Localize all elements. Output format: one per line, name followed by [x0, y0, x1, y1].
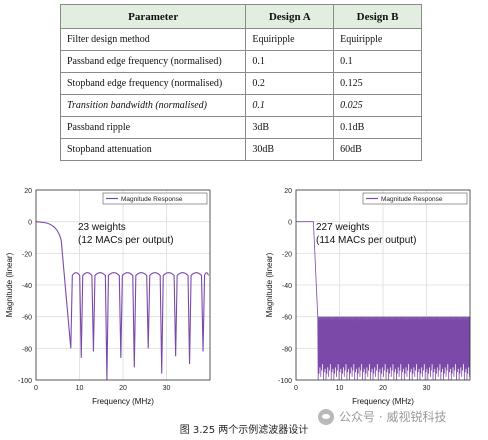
- param-cell: Passband ripple: [59, 116, 247, 139]
- plot-frame: [295, 189, 471, 381]
- y-tick-label: -80: [282, 346, 292, 353]
- annotation-weights: 23 weights: [78, 222, 126, 233]
- magnitude-response-line: [296, 221, 471, 381]
- legend-label: Magnitude Response: [381, 196, 443, 203]
- design-a-cell: 30dB: [245, 138, 335, 161]
- table-header-row: Parameter Design A Design B: [59, 4, 422, 29]
- param-cell: Filter design method: [59, 28, 247, 51]
- y-tick-label: 0: [288, 220, 292, 227]
- param-cell: Passband edge frequency (normalised): [59, 50, 247, 73]
- x-axis-label: Frequency (MHz): [352, 397, 414, 406]
- x-tick-label: 20: [119, 385, 127, 392]
- design-b-cell: 0.025: [333, 94, 422, 117]
- table-row: Transition bandwidth (normalised) 0.1 0.02…: [59, 94, 422, 117]
- y-tick-label: -80: [22, 346, 32, 353]
- x-axis-label: Frequency (MHz): [92, 397, 154, 406]
- magnitude-response-line: [35, 221, 209, 381]
- header-design-a: Design A: [245, 4, 335, 29]
- x-tick-label: 30: [423, 385, 431, 392]
- design-a-cell: 0.2: [245, 72, 335, 95]
- y-axis-label: Magnitude (linear): [5, 252, 14, 317]
- design-a-cell: 3dB: [245, 116, 335, 139]
- design-b-cell: 0.125: [333, 72, 422, 95]
- magnitude-plot-design-b: 20 0 -20 -40 -60 -80 -100 0 10 20 30 Magnitude Resp…: [260, 180, 482, 412]
- legend-label: Magnitude Response: [121, 196, 183, 203]
- header-parameter: Parameter: [59, 4, 247, 29]
- wechat-icon: [318, 408, 334, 425]
- y-tick-label: 0: [28, 220, 32, 227]
- y-tick-label: -40: [282, 283, 292, 290]
- design-a-cell: Equiripple: [245, 28, 335, 51]
- table-row: Passband ripple 3dB 0.1dB: [59, 116, 422, 139]
- y-tick-label: -100: [278, 378, 292, 385]
- table-row: Stopband edge frequency (normalised) 0.2 0…: [59, 72, 422, 95]
- y-tick-label: 20: [24, 188, 32, 195]
- x-tick-label: 30: [163, 385, 171, 392]
- x-tick-label: 20: [379, 385, 387, 392]
- y-tick-label: -40: [22, 283, 32, 290]
- annotation-weights: 227 weights: [316, 222, 369, 233]
- param-cell: Transition bandwidth (normalised): [59, 94, 247, 117]
- annotation-macs: (12 MACs per output): [78, 235, 174, 246]
- watermark: 公众号 · 威视锐科技: [318, 408, 446, 425]
- watermark-text: 公众号 · 威视锐科技: [339, 410, 447, 424]
- param-cell: Stopband edge frequency (normalised): [59, 72, 247, 95]
- y-tick-label: -20: [22, 251, 32, 258]
- header-design-b: Design B: [333, 4, 422, 29]
- y-tick-label: -60: [22, 315, 32, 322]
- y-tick-label: -100: [18, 378, 32, 385]
- y-axis-label: Magnitude (linear): [265, 252, 274, 317]
- filter-spec-table: Parameter Design A Design B Filter desig…: [59, 4, 422, 161]
- design-b-cell: 60dB: [333, 138, 422, 161]
- y-tick-label: -60: [282, 315, 292, 322]
- design-b-cell: Equiripple: [333, 28, 422, 51]
- x-tick-label: 0: [34, 385, 38, 392]
- x-tick-label: 10: [76, 385, 84, 392]
- table-row: Passband edge frequency (normalised) 0.1 0…: [59, 50, 422, 73]
- table-row: Stopband attenuation 30dB 60dB: [59, 138, 422, 161]
- design-a-cell: 0.1: [245, 50, 335, 73]
- param-cell: Stopband attenuation: [59, 138, 247, 161]
- design-b-cell: 0.1dB: [333, 116, 422, 139]
- design-a-cell: 0.1: [245, 94, 335, 117]
- x-tick-label: 10: [336, 385, 344, 392]
- y-tick-label: 20: [284, 188, 292, 195]
- x-tick-label: 0: [294, 385, 298, 392]
- legend-box: [102, 192, 208, 205]
- y-tick-label: -20: [282, 251, 292, 258]
- figure-caption: 图 3.25 两个示例滤波器设计: [179, 425, 309, 436]
- magnitude-plot-design-a: 20 0 -20 -40 -60 -80 -100 0 10 20 30 Magnitude Resp…: [0, 180, 222, 412]
- table-row: Filter design method Equiripple Equiripple: [59, 28, 422, 51]
- annotation-macs: (114 MACs per output): [316, 235, 416, 246]
- legend-box: [362, 192, 468, 205]
- plot-frame: [35, 189, 211, 381]
- design-b-cell: 0.1: [333, 50, 422, 73]
